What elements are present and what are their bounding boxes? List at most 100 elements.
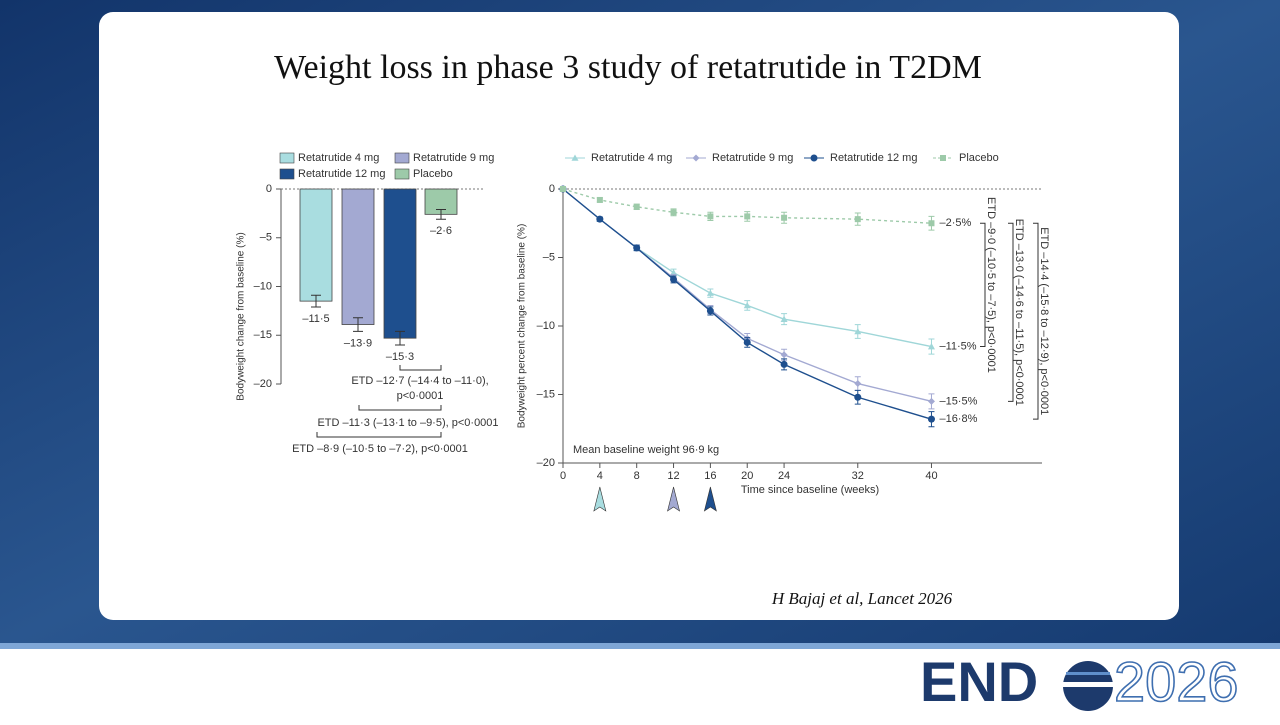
logo-text: END: [920, 650, 1038, 713]
x-tick-label: 32: [852, 470, 864, 482]
legend-swatch: [394, 168, 410, 180]
legend-marker: [571, 154, 579, 161]
x-tick-label: 0: [560, 470, 566, 482]
legend-label: Retatrutide 4 mg: [298, 152, 379, 164]
y-tick-label: 0: [549, 183, 555, 195]
y-tick-label: –20: [254, 378, 272, 390]
data-point: [670, 269, 678, 276]
data-point: [670, 275, 678, 283]
etd-bracket: [316, 432, 442, 438]
data-point: [780, 351, 788, 359]
dose-marker: [593, 486, 607, 512]
legend-label: Retatrutide 12 mg: [830, 152, 917, 164]
etd-bracket: [1033, 222, 1039, 420]
data-point: [706, 307, 714, 315]
value-label: –15·5%: [939, 395, 977, 407]
data-point: [927, 343, 935, 350]
data-point: [596, 215, 604, 223]
etd-bracket: [1008, 222, 1014, 402]
value-label: –16·8%: [939, 413, 977, 425]
y-tick-label: –10: [537, 320, 555, 332]
x-tick-label: 24: [778, 470, 790, 482]
etd-label: ETD –9·0 (–10·5 to –7·5), p<0·0001: [985, 197, 997, 373]
legend-marker: [692, 154, 700, 162]
legend-label: Placebo: [959, 152, 999, 164]
logo-globe: [1062, 661, 1114, 711]
dose-marker: [667, 486, 681, 512]
bar: [383, 188, 417, 339]
bar: [341, 188, 375, 325]
data-point: [560, 186, 566, 192]
data-point: [854, 327, 862, 335]
error-bar: [353, 317, 363, 332]
legend-label: Retatrutide 12 mg: [298, 168, 385, 180]
etd-bracket: [980, 222, 986, 348]
legend-marker: [810, 154, 818, 162]
data-point: [780, 360, 788, 368]
etd-label: ETD –11·3 (–13·1 to –9·5), p<0·0001: [317, 417, 498, 429]
y-axis-label: Bodyweight percent change from baseline …: [517, 224, 528, 429]
card: [99, 12, 1179, 620]
data-point: [743, 338, 751, 346]
legend-swatch: [279, 152, 295, 164]
data-point: [743, 301, 751, 309]
dose-marker: [703, 486, 717, 512]
x-tick-label: 16: [704, 470, 716, 482]
etd-label: ETD –12·7 (–14·4 to –11·0),: [351, 375, 488, 387]
data-point: [780, 315, 788, 322]
slide-title: Weight loss in phase 3 study of retatrut…: [274, 49, 982, 86]
value-label: –2·6: [430, 225, 452, 237]
value-label: –13·9: [344, 337, 372, 349]
x-tick-label: 20: [741, 470, 753, 482]
data-point: [854, 393, 862, 401]
data-point: [744, 213, 751, 220]
x-axis-label: Time since baseline (weeks): [741, 484, 879, 496]
data-point: [927, 415, 935, 423]
y-tick-label: –15: [254, 329, 272, 341]
value-label: –15·3: [386, 351, 414, 363]
legend-label: Retatrutide 9 mg: [413, 152, 494, 164]
legend-swatch: [279, 168, 295, 180]
x-tick-label: 12: [667, 470, 679, 482]
legend-label: Placebo: [413, 168, 453, 180]
data-point: [706, 289, 714, 296]
y-tick-label: –5: [260, 232, 272, 244]
footer-stripe: [0, 643, 1280, 649]
data-point: [670, 209, 677, 216]
etd-bracket: [399, 365, 442, 371]
legend-label: Retatrutide 9 mg: [712, 152, 793, 164]
data-point: [854, 216, 861, 223]
citation: H Bajaj et al, Lancet 2026: [771, 589, 953, 608]
y-tick-label: –5: [543, 251, 555, 263]
data-point: [707, 213, 714, 220]
data-point: [781, 214, 788, 221]
etd-label: ETD –14·4 (–15·8 to –12·9), p<0·0001: [1038, 227, 1050, 415]
data-point: [927, 397, 935, 405]
value-label: –11·5%: [939, 340, 976, 352]
x-tick-label: 40: [925, 470, 937, 482]
etd-label: ETD –13·0 (–14·6 to –11·5), p<0·0001: [1013, 219, 1025, 406]
y-tick-label: –10: [254, 280, 272, 292]
data-point: [854, 380, 862, 388]
baseline-note: Mean baseline weight 96·9 kg: [573, 444, 719, 456]
data-point: [596, 196, 603, 203]
y-axis-label: Bodyweight change from baseline (%): [236, 232, 247, 400]
error-bar: [311, 294, 321, 308]
legend-marker: [940, 155, 946, 161]
y-tick-label: –20: [537, 457, 555, 469]
y-tick-label: 0: [266, 183, 272, 195]
value-label: –2·5%: [939, 217, 971, 229]
legend-swatch: [394, 152, 410, 164]
etd-label: p<0·0001: [397, 390, 444, 402]
x-tick-label: 4: [597, 470, 603, 482]
x-tick-label: 8: [634, 470, 640, 482]
data-point: [928, 220, 935, 227]
data-point: [633, 203, 640, 210]
logo-year: 2026: [1114, 650, 1239, 713]
y-tick-label: –15: [537, 388, 555, 400]
value-label: –11·5: [302, 313, 329, 325]
legend-label: Retatrutide 4 mg: [591, 152, 672, 164]
etd-label: ETD –8·9 (–10·5 to –7·2), p<0·0001: [292, 443, 468, 455]
error-bar: [436, 208, 446, 220]
